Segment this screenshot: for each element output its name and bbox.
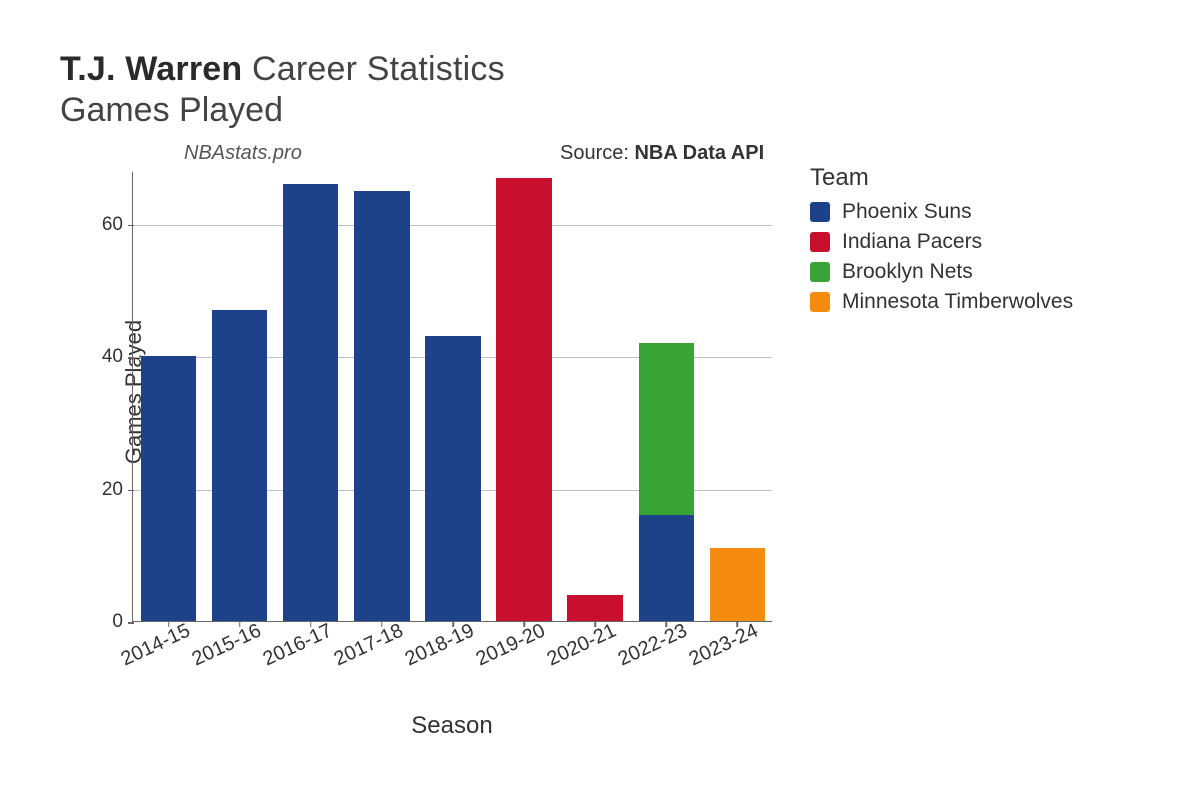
chart-area: NBAstats.pro Source: NBA Data API Games …	[40, 142, 1140, 732]
source-prefix: Source:	[560, 142, 634, 164]
legend-item-ind: Indiana Pacers	[810, 230, 1073, 254]
legend-item-min: Minnesota Timberwolves	[810, 290, 1073, 314]
x-tick-label: 2019-20	[473, 619, 549, 671]
bar-segment-phx	[354, 191, 409, 621]
bar-segment-phx	[639, 515, 694, 621]
y-tick-label: 20	[102, 479, 133, 501]
bar-segment-min	[710, 548, 765, 621]
bar	[425, 171, 480, 621]
title-suffix: Career Statistics	[252, 50, 505, 88]
legend-label: Brooklyn Nets	[842, 260, 973, 284]
x-tick-label: 2018-19	[402, 619, 478, 671]
bar	[639, 171, 694, 621]
bar	[710, 171, 765, 621]
bar	[567, 171, 622, 621]
y-tick-label: 0	[112, 611, 133, 633]
x-tick-label: 2016-17	[260, 619, 336, 671]
legend-swatch	[810, 232, 830, 252]
legend: Team Phoenix Suns Indiana Pacers Brooklyn …	[810, 164, 1073, 320]
source-name: NBA Data API	[634, 142, 764, 164]
chart-container: T.J. Warren Career Statistics Games Play…	[0, 0, 1200, 800]
legend-item-bkn: Brooklyn Nets	[810, 260, 1073, 284]
bar	[496, 171, 551, 621]
legend-swatch	[810, 202, 830, 222]
x-tick-label: 2020-21	[544, 619, 620, 671]
bar	[354, 171, 409, 621]
player-name: T.J. Warren	[60, 50, 242, 88]
x-tick-label: 2015-16	[188, 619, 264, 671]
x-axis-label: Season	[132, 712, 772, 740]
bar	[141, 171, 196, 621]
legend-label: Indiana Pacers	[842, 230, 982, 254]
bar-segment-ind	[567, 595, 622, 621]
bar-segment-ind	[496, 178, 551, 621]
legend-label: Phoenix Suns	[842, 200, 972, 224]
bar	[283, 171, 338, 621]
legend-swatch	[810, 292, 830, 312]
legend-label: Minnesota Timberwolves	[842, 290, 1073, 314]
y-tick-label: 40	[102, 346, 133, 368]
y-tick-label: 60	[102, 214, 133, 236]
title-block: T.J. Warren Career Statistics Games Play…	[60, 50, 1160, 130]
source-label: Source: NBA Data API	[560, 142, 764, 165]
subhead-row: NBAstats.pro Source: NBA Data API	[40, 142, 1140, 166]
bar-segment-phx	[141, 356, 196, 621]
bar	[212, 171, 267, 621]
plot-region: 02040602014-152015-162016-172017-182018-…	[132, 172, 772, 622]
legend-swatch	[810, 262, 830, 282]
legend-title: Team	[810, 164, 1073, 192]
x-tick-label: 2017-18	[331, 619, 407, 671]
title-line-2: Games Played	[60, 91, 1160, 130]
x-tick-label: 2022-23	[615, 619, 691, 671]
legend-item-phx: Phoenix Suns	[810, 200, 1073, 224]
title-line-1: T.J. Warren Career Statistics	[60, 50, 1160, 89]
bar-segment-phx	[425, 336, 480, 621]
bar-segment-bkn	[639, 343, 694, 515]
site-name: NBAstats.pro	[184, 142, 302, 165]
bar-segment-phx	[212, 310, 267, 621]
bar-segment-phx	[283, 184, 338, 621]
x-tick-label: 2023-24	[686, 619, 762, 671]
